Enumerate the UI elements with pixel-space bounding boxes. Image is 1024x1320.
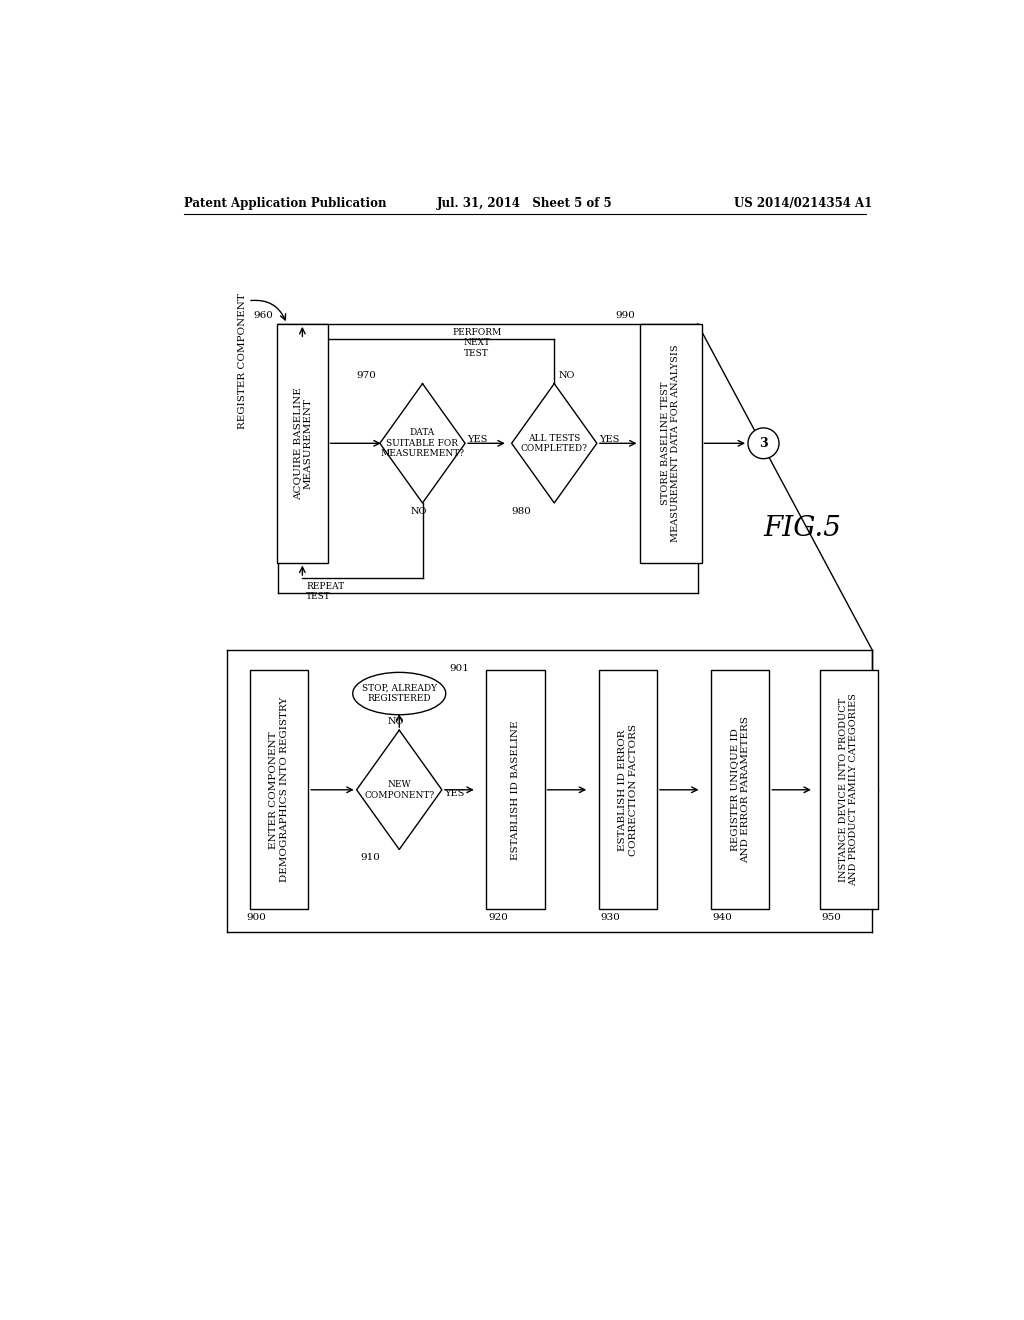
Text: ALL TESTS
COMPLETED?: ALL TESTS COMPLETED? xyxy=(521,433,588,453)
Bar xyxy=(250,671,308,909)
Text: Patent Application Publication: Patent Application Publication xyxy=(183,197,386,210)
Text: ACQUIRE BASELINE
MEASUREMENT: ACQUIRE BASELINE MEASUREMENT xyxy=(293,387,312,500)
Text: REPEAT
TEST: REPEAT TEST xyxy=(306,582,344,602)
Text: 960: 960 xyxy=(253,312,273,321)
Bar xyxy=(712,671,769,909)
Bar xyxy=(486,671,545,909)
Polygon shape xyxy=(380,384,465,503)
Text: ESTABLISH ID BASELINE: ESTABLISH ID BASELINE xyxy=(511,719,520,859)
Text: FIG.5: FIG.5 xyxy=(763,515,841,541)
Text: Jul. 31, 2014   Sheet 5 of 5: Jul. 31, 2014 Sheet 5 of 5 xyxy=(437,197,612,210)
Bar xyxy=(819,671,878,909)
Bar xyxy=(278,323,328,562)
Text: US 2014/0214354 A1: US 2014/0214354 A1 xyxy=(734,197,872,210)
Text: NO: NO xyxy=(387,717,403,726)
Polygon shape xyxy=(512,384,597,503)
Text: YES: YES xyxy=(444,789,465,799)
Text: REGISTER COMPONENT: REGISTER COMPONENT xyxy=(239,293,247,429)
Text: 980: 980 xyxy=(512,507,531,516)
Text: DATA
SUITABLE FOR
MEASUREMENT?: DATA SUITABLE FOR MEASUREMENT? xyxy=(381,429,465,458)
Circle shape xyxy=(748,428,779,459)
Text: INSTANCE DEVICE INTO PRODUCT
AND PRODUCT FAMILY CATEGORIES: INSTANCE DEVICE INTO PRODUCT AND PRODUCT… xyxy=(839,693,858,886)
Text: 990: 990 xyxy=(615,312,636,321)
Text: NEW
COMPONENT?: NEW COMPONENT? xyxy=(365,780,434,800)
Text: NO: NO xyxy=(411,507,427,516)
Text: STORE BASELINE TEST
MEASUREMENT DATA FOR ANALYSIS: STORE BASELINE TEST MEASUREMENT DATA FOR… xyxy=(660,345,680,543)
Text: REGISTER UNIQUE ID
AND ERROR PARAMETERS: REGISTER UNIQUE ID AND ERROR PARAMETERS xyxy=(730,717,750,863)
Text: 910: 910 xyxy=(360,853,380,862)
Text: 901: 901 xyxy=(450,664,469,673)
Text: NO: NO xyxy=(558,371,574,380)
Text: 930: 930 xyxy=(600,913,621,921)
Text: 900: 900 xyxy=(246,913,266,921)
Polygon shape xyxy=(356,730,442,850)
Text: YES: YES xyxy=(467,436,487,444)
Text: 3: 3 xyxy=(759,437,768,450)
Text: 950: 950 xyxy=(821,913,841,921)
Text: PERFORM
NEXT
TEST: PERFORM NEXT TEST xyxy=(453,327,502,358)
Text: YES: YES xyxy=(599,436,620,444)
Text: ESTABLISH ID ERROR
CORRECTION FACTORS: ESTABLISH ID ERROR CORRECTION FACTORS xyxy=(618,723,638,855)
Text: 940: 940 xyxy=(713,913,732,921)
Text: STOP, ALREADY
REGISTERED: STOP, ALREADY REGISTERED xyxy=(361,684,437,704)
Bar xyxy=(640,323,701,562)
Text: ENTER COMPONENT
DEMOGRAPHICS INTO REGISTRY: ENTER COMPONENT DEMOGRAPHICS INTO REGIST… xyxy=(269,697,289,883)
Text: 970: 970 xyxy=(356,371,376,380)
Ellipse shape xyxy=(352,672,445,714)
Text: 920: 920 xyxy=(488,913,508,921)
Bar xyxy=(599,671,657,909)
